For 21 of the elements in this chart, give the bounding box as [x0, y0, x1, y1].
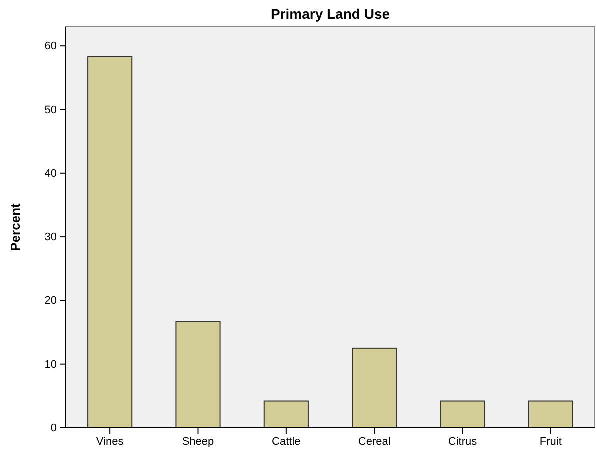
x-tick-label: Citrus: [448, 436, 478, 448]
y-tick-label: 60: [44, 40, 57, 53]
bar: [264, 400, 309, 428]
y-tick-label: 20: [44, 295, 57, 308]
y-tick-label: 10: [44, 358, 57, 371]
x-tick-label: Cattle: [272, 436, 301, 448]
x-tick-label: Cereal: [358, 436, 391, 448]
y-tick-label: 50: [44, 104, 57, 116]
y-tick-label: 30: [44, 232, 57, 244]
x-tick-label: Sheep: [182, 436, 214, 448]
y-tick-label: 0: [50, 422, 57, 435]
x-tick-label: Vines: [96, 436, 124, 448]
bar: [528, 400, 574, 428]
bar: [352, 348, 398, 428]
bar: [440, 400, 486, 428]
x-tick-label: Fruit: [540, 436, 562, 448]
y-axis-title: Percent: [8, 202, 23, 252]
bar: [88, 56, 133, 428]
y-tick-label: 40: [44, 168, 57, 180]
chart-title: Primary Land Use: [270, 6, 390, 22]
bar: [176, 321, 221, 428]
